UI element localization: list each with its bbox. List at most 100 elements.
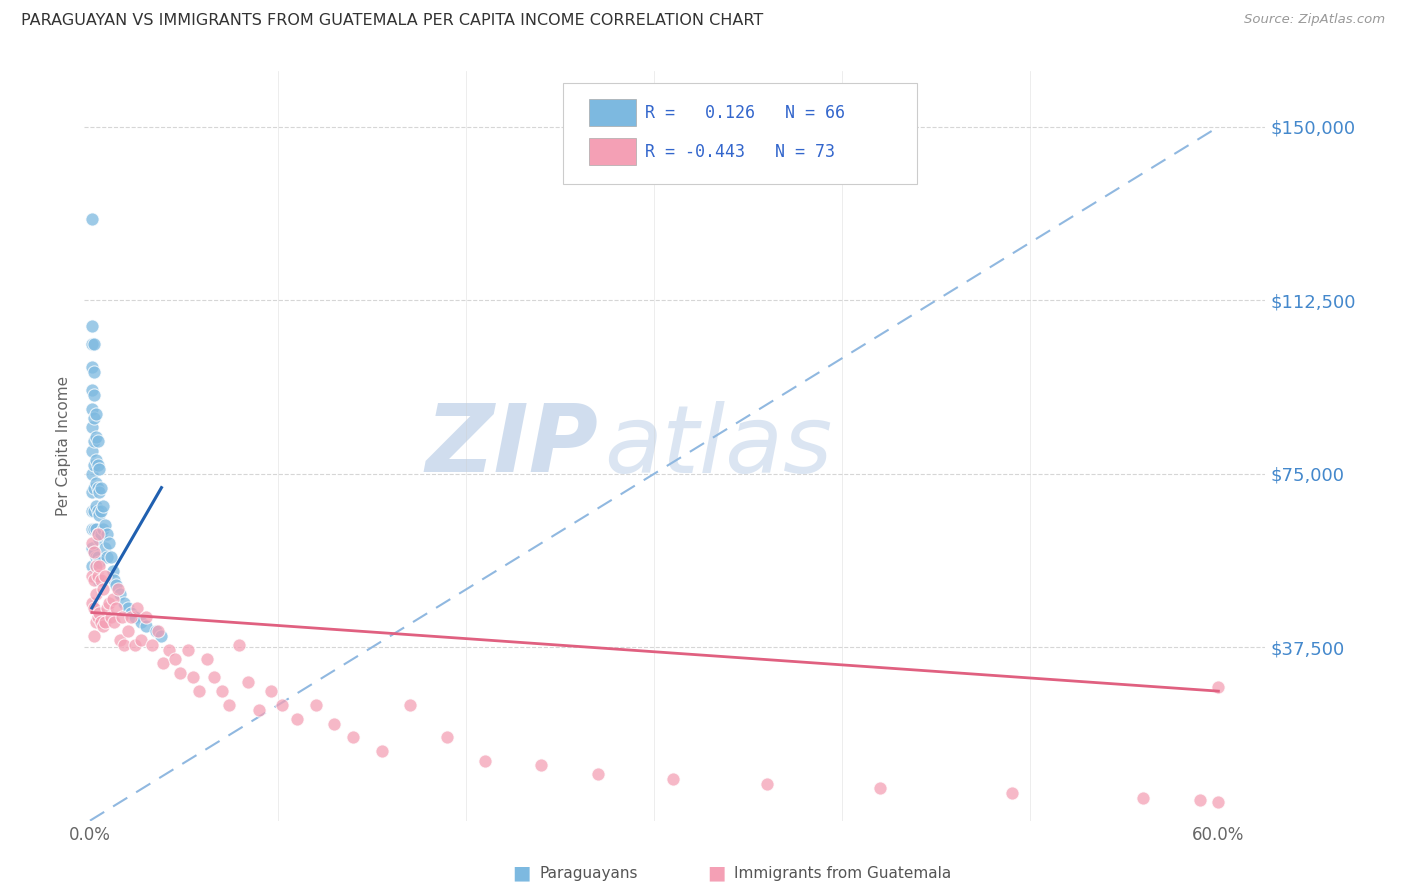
FancyBboxPatch shape — [562, 83, 917, 184]
Point — [86, 568, 108, 582]
Point — [86, 458, 108, 472]
Point — [530, 758, 553, 772]
Point — [1208, 680, 1230, 694]
Point — [96, 600, 118, 615]
Point — [83, 458, 105, 472]
Point — [1000, 786, 1022, 800]
Point — [89, 462, 111, 476]
Point — [135, 610, 157, 624]
Text: Paraguayans: Paraguayans — [538, 865, 637, 880]
Point — [270, 698, 292, 712]
Point — [145, 624, 167, 638]
Point — [103, 615, 125, 629]
Point — [211, 684, 233, 698]
Point — [100, 549, 122, 564]
Point — [124, 638, 146, 652]
Point — [1188, 793, 1211, 807]
Point — [80, 384, 103, 398]
Point — [228, 638, 250, 652]
Point — [117, 600, 139, 615]
Point — [89, 508, 111, 523]
Point — [177, 642, 200, 657]
Point — [152, 657, 174, 671]
Point — [80, 360, 103, 375]
Point — [1208, 795, 1230, 809]
Point — [100, 610, 122, 624]
Point — [108, 587, 131, 601]
Point — [398, 698, 420, 712]
Point — [89, 606, 111, 620]
Point — [97, 596, 120, 610]
Point — [135, 619, 157, 633]
Point — [112, 596, 135, 610]
Point — [80, 485, 103, 500]
Point — [436, 731, 458, 745]
Point — [83, 629, 105, 643]
Point — [86, 573, 108, 587]
Point — [86, 434, 108, 449]
Point — [90, 527, 112, 541]
Text: Source: ZipAtlas.com: Source: ZipAtlas.com — [1244, 13, 1385, 27]
Point — [91, 522, 114, 536]
Point — [83, 545, 105, 559]
Text: Immigrants from Guatemala: Immigrants from Guatemala — [734, 865, 952, 880]
Point — [83, 522, 105, 536]
Point — [285, 712, 308, 726]
Point — [869, 781, 891, 796]
Point — [84, 430, 107, 444]
Point — [89, 485, 111, 500]
Point — [83, 573, 105, 587]
Point — [80, 504, 103, 518]
Text: ■: ■ — [707, 863, 725, 882]
Text: ■: ■ — [512, 863, 530, 882]
Text: atlas: atlas — [605, 401, 832, 491]
Point — [80, 337, 103, 351]
FancyBboxPatch shape — [589, 99, 636, 126]
Point — [83, 504, 105, 518]
Point — [756, 777, 779, 791]
Point — [80, 402, 103, 417]
Point — [108, 633, 131, 648]
Point — [84, 549, 107, 564]
Point — [86, 504, 108, 518]
Point — [84, 407, 107, 421]
Point — [89, 555, 111, 569]
Point — [96, 549, 118, 564]
Point — [586, 767, 609, 781]
Point — [86, 527, 108, 541]
Point — [83, 545, 105, 559]
Point — [124, 610, 146, 624]
Point — [80, 596, 103, 610]
Point — [96, 527, 118, 541]
Point — [94, 517, 117, 532]
Point — [84, 475, 107, 490]
Point — [111, 610, 134, 624]
Point — [305, 698, 328, 712]
Point — [662, 772, 685, 786]
Point — [91, 582, 114, 597]
Point — [86, 481, 108, 495]
Point — [89, 532, 111, 546]
Point — [474, 754, 496, 768]
Point — [80, 420, 103, 434]
Y-axis label: Per Capita Income: Per Capita Income — [56, 376, 72, 516]
Point — [86, 610, 108, 624]
Point — [342, 731, 364, 745]
Point — [94, 541, 117, 555]
Point — [83, 600, 105, 615]
Point — [83, 388, 105, 402]
Point — [183, 670, 205, 684]
Point — [105, 600, 128, 615]
Point — [90, 504, 112, 518]
Point — [83, 337, 105, 351]
Point — [80, 536, 103, 550]
Point — [323, 716, 346, 731]
Point — [105, 578, 128, 592]
Point — [1132, 790, 1154, 805]
Point — [80, 443, 103, 458]
FancyBboxPatch shape — [589, 138, 636, 165]
Point — [94, 615, 117, 629]
Point — [188, 684, 211, 698]
Point — [80, 318, 103, 333]
Point — [91, 619, 114, 633]
